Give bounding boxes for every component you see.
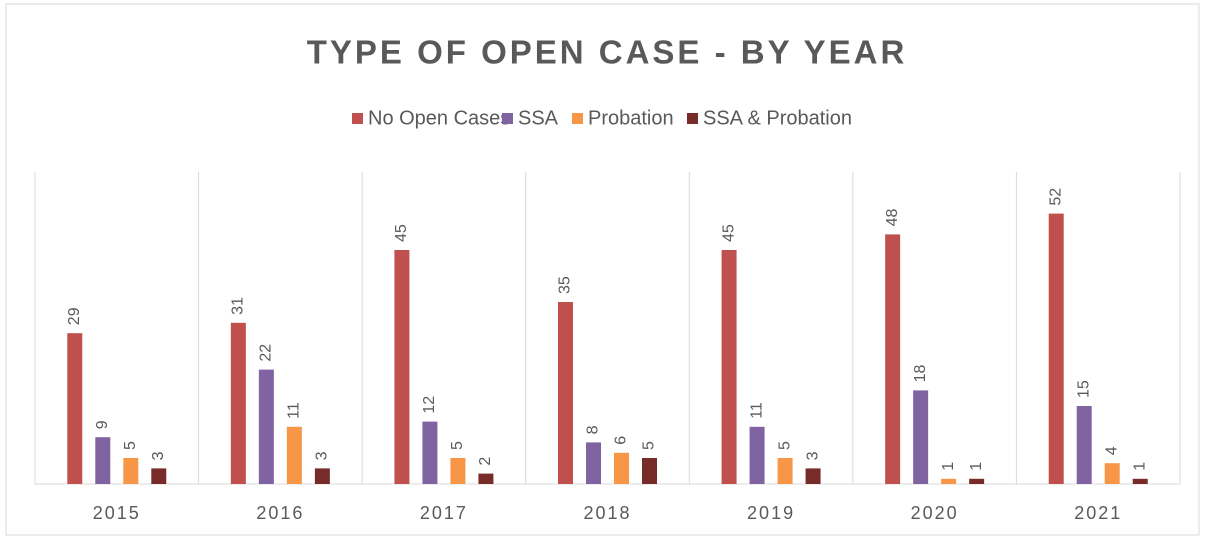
legend-swatch (687, 113, 698, 124)
data-label: 4 (1103, 446, 1120, 455)
bar (394, 250, 410, 484)
bar (614, 452, 629, 484)
data-label: 6 (613, 436, 630, 445)
data-label: 31 (230, 297, 247, 315)
x-tick-label: 2021 (1074, 503, 1122, 523)
data-label: 45 (720, 224, 737, 242)
data-label: 3 (150, 451, 167, 460)
x-tick-label: 2018 (583, 503, 631, 523)
data-label: 1 (968, 462, 985, 471)
data-label: 48 (884, 209, 901, 227)
bar (286, 426, 302, 484)
chart-title: TYPE OF OPEN CASE - BY YEAR (307, 34, 908, 71)
x-tick-label: 2019 (747, 503, 795, 523)
bar (777, 458, 793, 484)
data-label: 22 (258, 344, 275, 362)
legend-label: No Open Cases (368, 107, 510, 129)
legend-swatch (572, 113, 583, 124)
data-label: 45 (393, 224, 410, 242)
chart-border (5, 3, 1200, 536)
bar (422, 421, 438, 484)
data-label: 12 (421, 396, 438, 414)
bar (230, 322, 246, 484)
bar (1104, 463, 1120, 484)
x-tick-label: 2015 (93, 503, 141, 523)
data-label: 29 (66, 307, 83, 325)
data-label: 18 (912, 365, 929, 383)
legend-label: Probation (588, 107, 674, 129)
bar (123, 458, 139, 484)
x-tick-label: 2017 (420, 503, 468, 523)
bar (558, 302, 573, 484)
x-tick-label: 2016 (256, 503, 304, 523)
data-label: 1 (1131, 462, 1148, 471)
bar (642, 458, 657, 484)
data-label: 3 (804, 451, 821, 460)
bar (721, 250, 737, 484)
data-label: 5 (449, 441, 466, 450)
data-label: 5 (776, 441, 793, 450)
bar (1132, 478, 1148, 484)
legend-swatch (502, 113, 513, 124)
bar (805, 468, 821, 484)
bar (586, 442, 601, 484)
bar (1076, 406, 1092, 484)
data-label: 2 (477, 457, 494, 466)
data-label: 5 (641, 441, 658, 450)
legend-label: SSA & Probation (703, 107, 852, 129)
bar (1048, 213, 1064, 484)
bar (478, 473, 494, 484)
bar (67, 333, 83, 484)
bar (941, 478, 957, 484)
bar (450, 458, 466, 484)
x-tick-label: 2020 (911, 503, 959, 523)
data-label: 1 (940, 462, 957, 471)
bar (151, 468, 167, 484)
bar (969, 478, 985, 484)
data-label: 52 (1047, 188, 1064, 206)
bar (314, 468, 330, 484)
bar (95, 437, 111, 484)
legend-swatch (352, 113, 363, 124)
bar (749, 426, 765, 484)
bar (885, 234, 901, 484)
legend-label: SSA (518, 107, 559, 129)
data-label: 5 (122, 441, 139, 450)
bar (913, 390, 929, 484)
data-label: 9 (94, 420, 111, 429)
data-label: 3 (314, 451, 331, 460)
data-label: 8 (585, 425, 602, 434)
data-label: 35 (557, 276, 574, 294)
data-label: 11 (748, 402, 765, 419)
bar (258, 369, 274, 484)
data-label: 15 (1075, 380, 1092, 398)
data-label: 11 (286, 402, 303, 419)
